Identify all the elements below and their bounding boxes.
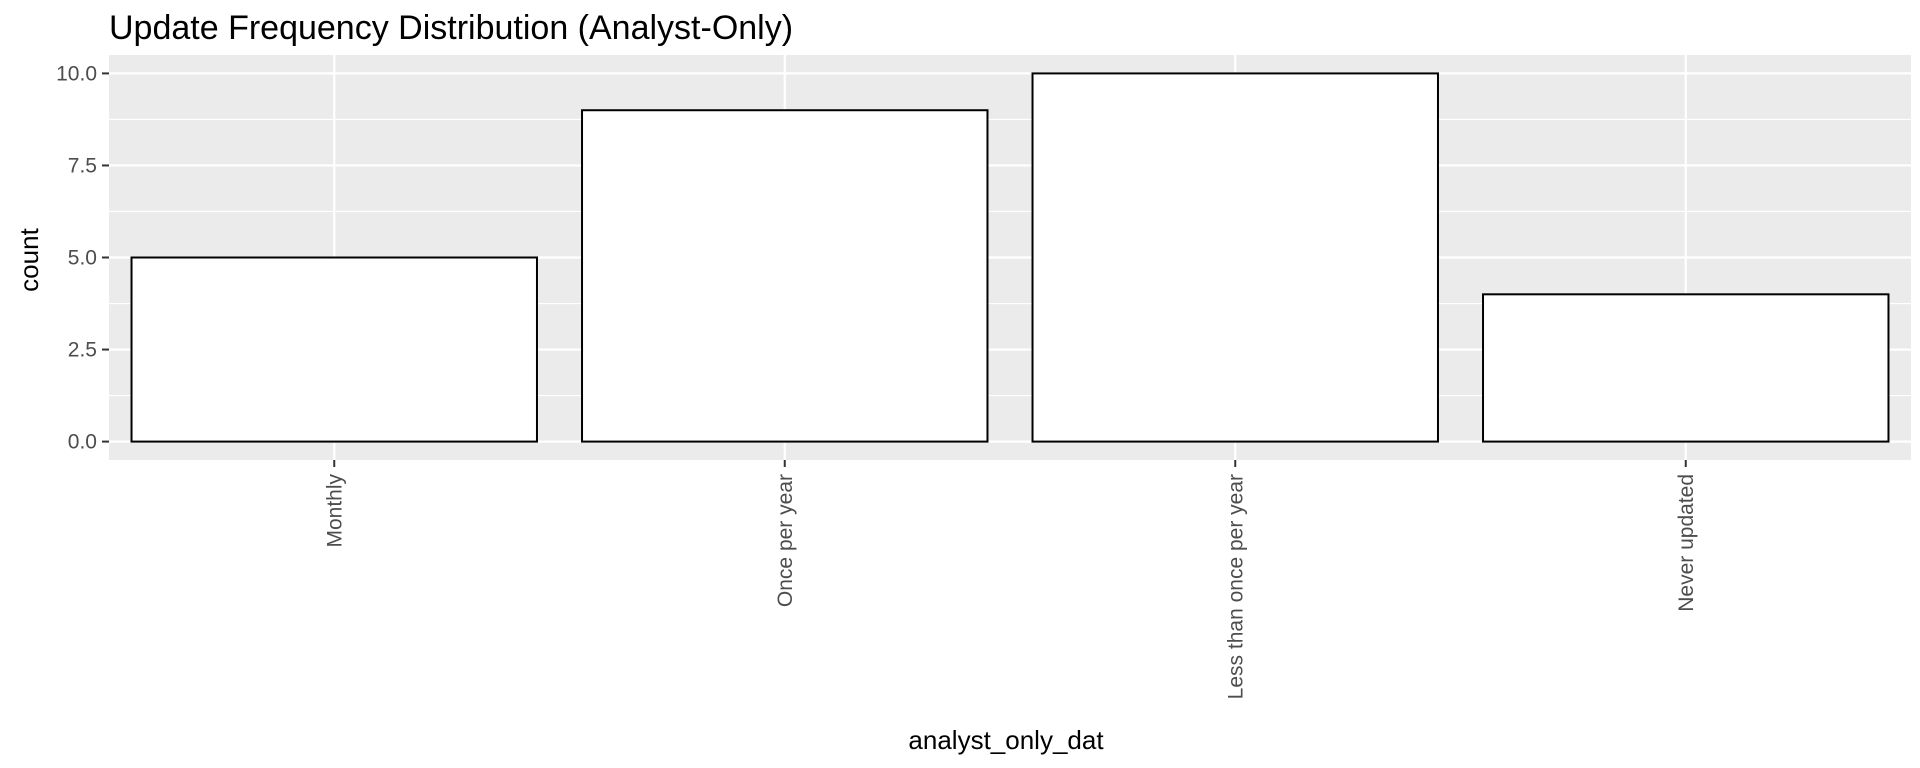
y-tick-label: 2.5 xyxy=(68,339,97,362)
y-axis-title: count xyxy=(14,227,44,291)
x-axis: Monthly Once per year Less than once per y… xyxy=(323,460,1698,699)
y-tick-label: 10.0 xyxy=(56,62,97,85)
x-tick-label: Once per year xyxy=(774,474,797,607)
x-tick-label: Never updated xyxy=(1675,474,1698,612)
bars xyxy=(130,72,1890,443)
x-tick-label: Monthly xyxy=(323,474,346,548)
y-tick-label: 7.5 xyxy=(68,154,97,177)
bar xyxy=(581,109,989,443)
bar xyxy=(1482,293,1890,443)
y-tick-label: 0.0 xyxy=(68,431,97,454)
bar xyxy=(130,256,538,443)
x-axis-title: analyst_only_dat xyxy=(908,725,1104,755)
bar xyxy=(1031,72,1439,443)
y-tick-label: 5.0 xyxy=(68,247,97,270)
x-tick-label: Less than once per year xyxy=(1224,474,1247,699)
chart-title: Update Frequency Distribution (Analyst-O… xyxy=(109,9,793,47)
y-axis: 0.0 2.5 5.0 7.5 10.0 xyxy=(56,62,109,454)
